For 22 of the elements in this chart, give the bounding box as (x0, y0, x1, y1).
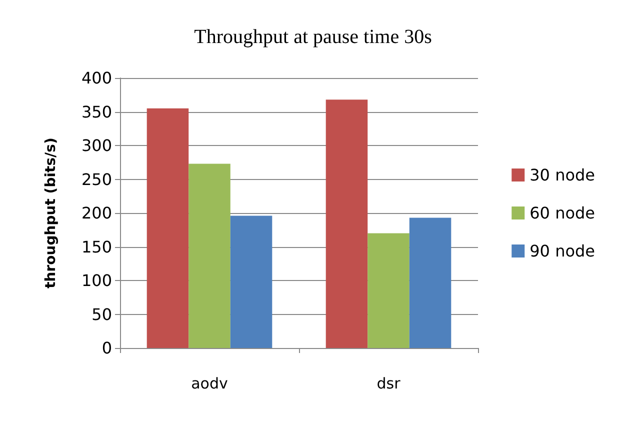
legend-label: 30 node (530, 166, 595, 184)
bar (409, 218, 452, 348)
legend-label: 90 node (530, 242, 595, 260)
chart-title: Throughput at pause time 30s (194, 26, 432, 48)
bar (188, 164, 230, 348)
y-tick-label: 200 (81, 204, 112, 222)
y-axis-title: throughput (bits/s) (43, 138, 59, 288)
y-tick-label: 250 (81, 170, 112, 189)
legend-label: 60 node (530, 204, 595, 222)
x-tick-label: aodv (191, 374, 228, 392)
y-tick-label: 100 (81, 271, 112, 290)
bar (146, 108, 189, 348)
y-tick-label: 400 (81, 68, 112, 88)
x-tick-label: dsr (376, 374, 402, 392)
y-tick-label: 350 (81, 102, 112, 122)
y-tick-label: 0 (102, 338, 112, 358)
y-tick-label: 50 (92, 304, 112, 324)
y-tick-label: 150 (81, 237, 112, 256)
bar (368, 233, 410, 348)
bar (326, 100, 368, 348)
bar (230, 216, 272, 348)
y-tick-label: 300 (81, 136, 112, 155)
